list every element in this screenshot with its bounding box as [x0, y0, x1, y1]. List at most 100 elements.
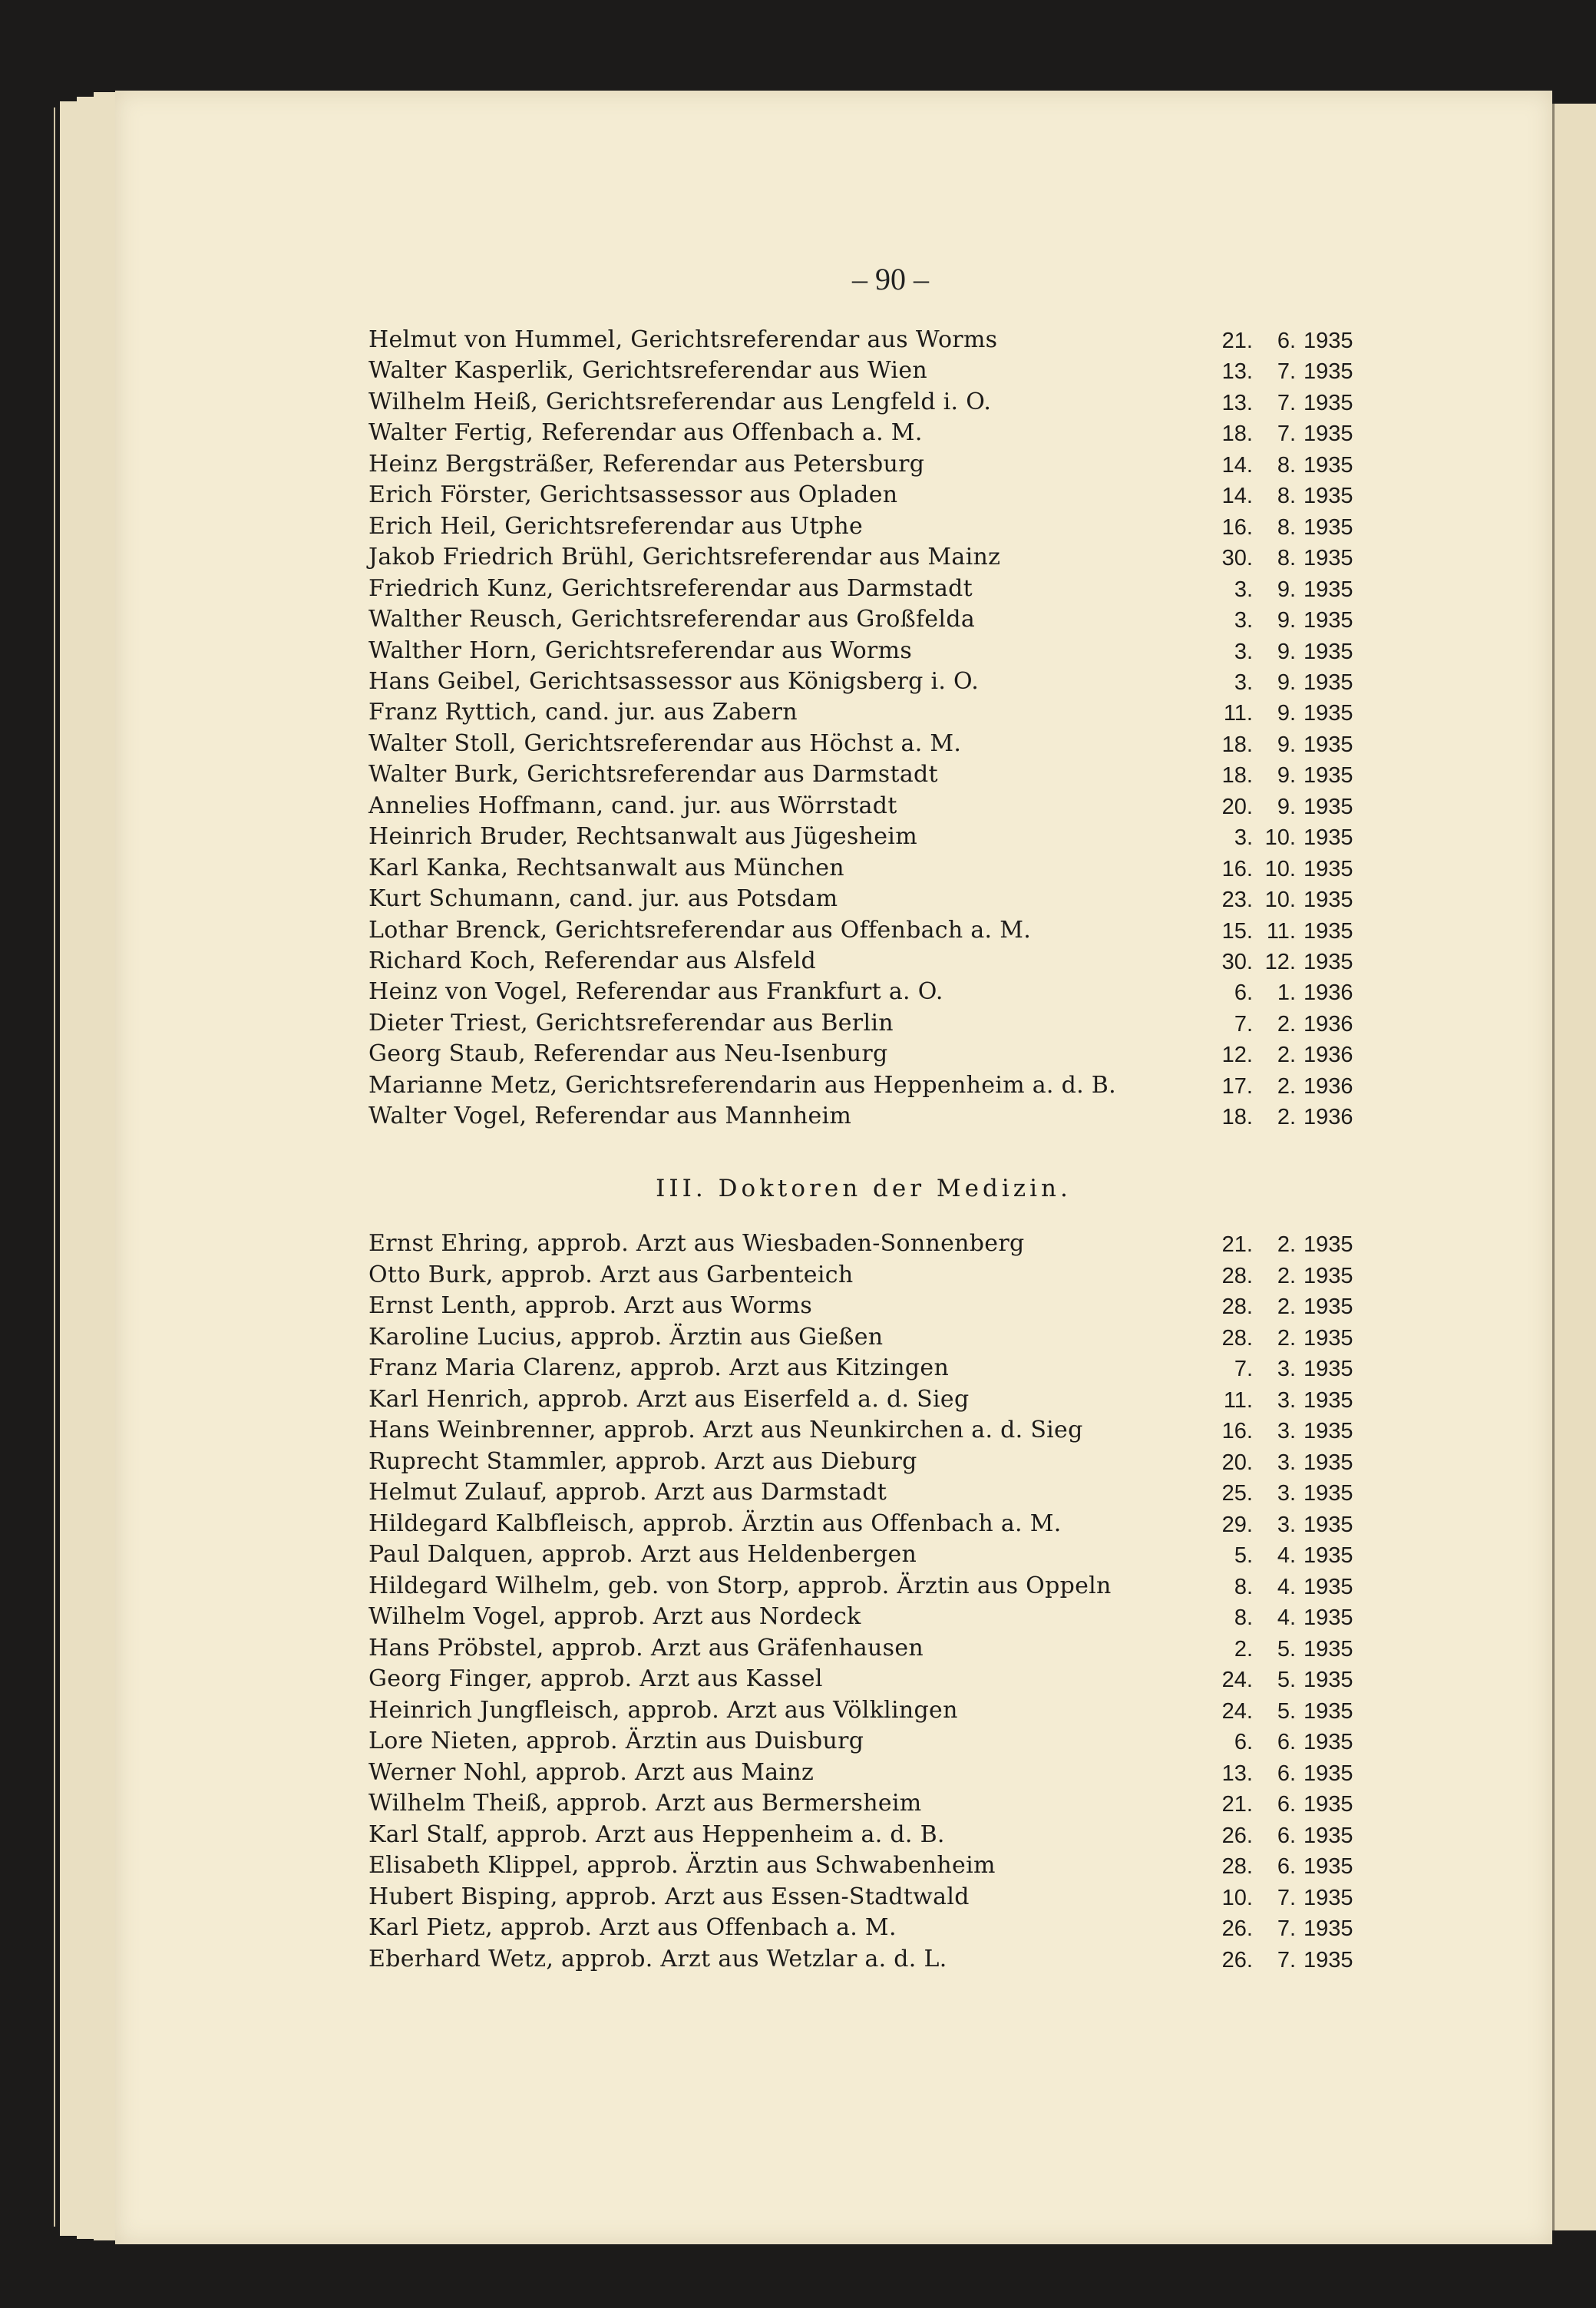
list-entry: Friedrich Kunz, Gerichtsreferendar aus D… [368, 575, 1366, 606]
date-year: 1935 [1304, 1761, 1353, 1786]
date-month: 11. [1266, 918, 1296, 944]
list-entry: Heinz Bergsträßer, Referendar aus Peters… [368, 451, 1366, 481]
list-entry: Eberhard Wetz, approb. Arzt aus Wetzlar … [368, 1946, 1366, 1976]
date-month: 2. [1277, 1232, 1296, 1257]
list-entry: Elisabeth Klippel, approb. Ärztin aus Sc… [368, 1852, 1366, 1883]
date-year: 1935 [1304, 1543, 1353, 1568]
entry-name: Ernst Ehring, approb. Arzt aus Wiesbaden… [368, 1230, 1025, 1257]
date-day: 18. [1221, 763, 1253, 789]
list-entry: Paul Dalquen, approb. Arzt aus Heldenber… [368, 1541, 1366, 1572]
list-entry: Walther Horn, Gerichtsreferendar aus Wor… [368, 637, 1366, 668]
list-entry: Georg Finger, approb. Arzt aus Kassel 24.… [368, 1665, 1366, 1696]
list-entry: Walter Stoll, Gerichtsreferendar aus Höc… [368, 730, 1366, 761]
date-month: 2. [1277, 1011, 1296, 1037]
date-month: 2. [1277, 1295, 1296, 1319]
date-month: 9. [1277, 639, 1296, 664]
date-year: 1935 [1304, 514, 1353, 540]
entry-name: Kurt Schumann, cand. jur. aus Potsdam [368, 885, 838, 913]
entry-name: Wilhelm Theiß, approb. Arzt aus Bermersh… [368, 1790, 922, 1817]
date-year: 1935 [1304, 1387, 1353, 1413]
date-day: 3. [1234, 577, 1253, 602]
date-day: 11. [1223, 701, 1253, 726]
list-entry: Helmut Zulauf, approb. Arzt aus Darmstad… [368, 1479, 1366, 1509]
entry-name: Walter Kasperlik, Gerichtsreferendar aus… [368, 357, 928, 385]
date-year: 1936 [1304, 1105, 1353, 1130]
entry-name: Elisabeth Klippel, approb. Ärztin aus Sc… [368, 1852, 996, 1879]
list-entry: Karl Kanka, Rechtsanwalt aus München 16. 1… [368, 855, 1366, 885]
date-year: 1935 [1304, 670, 1353, 695]
entry-name: Franz Maria Clarenz, approb. Arzt aus Ki… [368, 1354, 950, 1381]
date-day: 3. [1234, 639, 1253, 664]
date-day: 24. [1221, 1698, 1253, 1724]
list-entry: Richard Koch, Referendar aus Alsfeld 30. 1… [368, 947, 1366, 978]
date-year: 1935 [1304, 1419, 1353, 1443]
date-month: 2. [1277, 1043, 1296, 1068]
date-day: 13. [1221, 1761, 1253, 1786]
date-year: 1935 [1304, 608, 1353, 633]
date-month: 9. [1277, 577, 1296, 602]
date-day: 28. [1221, 1295, 1253, 1319]
list-entry: Karl Stalf, approb. Arzt aus Heppenheim … [368, 1821, 1366, 1852]
list-entry: Ernst Lenth, approb. Arzt aus Worms 28. 2.… [368, 1292, 1366, 1323]
date-year: 1935 [1304, 1295, 1353, 1319]
date-year: 1935 [1304, 763, 1353, 789]
date-year: 1935 [1304, 1232, 1353, 1257]
page-stack-edge [52, 107, 55, 2227]
date-month: 4. [1277, 1574, 1296, 1599]
date-day: 16. [1221, 856, 1253, 881]
date-month: 2. [1277, 1073, 1296, 1099]
date-year: 1935 [1304, 1885, 1353, 1910]
date-year: 1935 [1304, 1698, 1353, 1724]
date-day: 24. [1221, 1668, 1253, 1692]
date-year: 1935 [1304, 1792, 1353, 1817]
entry-name: Walter Vogel, Referendar aus Mannheim [368, 1103, 852, 1130]
date-day: 13. [1221, 359, 1253, 385]
date-year: 1935 [1304, 825, 1353, 851]
entry-name: Wilhelm Heiß, Gerichtsreferendar aus Len… [368, 388, 992, 415]
date-day: 5. [1234, 1543, 1253, 1568]
entry-name: Wilhelm Vogel, approb. Arzt aus Nordeck [368, 1603, 861, 1630]
date-day: 3. [1234, 825, 1253, 851]
date-year: 1936 [1304, 1073, 1353, 1099]
entry-name: Paul Dalquen, approb. Arzt aus Heldenber… [368, 1541, 917, 1568]
date-day: 17. [1221, 1073, 1253, 1099]
date-day: 14. [1221, 452, 1253, 478]
entry-name: Werner Nohl, approb. Arzt aus Mainz [368, 1758, 815, 1786]
date-day: 21. [1221, 1232, 1253, 1257]
entry-name: Hans Weinbrenner, approb. Arzt aus Neunk… [368, 1417, 1083, 1443]
date-year: 1936 [1304, 980, 1353, 1006]
entry-name: Dieter Triest, Gerichtsreferendar aus Be… [368, 1009, 894, 1037]
date-day: 18. [1221, 1105, 1253, 1130]
entry-name: Hans Geibel, Gerichtsassessor aus Königs… [368, 667, 980, 695]
date-year: 1935 [1304, 732, 1353, 757]
list-entry: Wilhelm Heiß, Gerichtsreferendar aus Len… [368, 389, 1366, 419]
entry-name: Walter Fertig, Referendar aus Offenbach … [368, 419, 923, 447]
entry-name: Hildegard Wilhelm, geb. von Storp, appro… [368, 1572, 1112, 1599]
list-entry: Otto Burk, approb. Arzt aus Garbenteich 2… [368, 1261, 1366, 1292]
list-entry: Marianne Metz, Gerichtsreferendarin aus … [368, 1072, 1366, 1103]
list-entry: Erich Heil, Gerichtsreferendar aus Utphe… [368, 513, 1366, 544]
date-year: 1936 [1304, 1011, 1353, 1037]
date-day: 16. [1221, 514, 1253, 540]
entry-name: Jakob Friedrich Brühl, Gerichtsreferenda… [368, 544, 1001, 571]
date-year: 1936 [1304, 1043, 1353, 1068]
date-month: 3. [1277, 1387, 1296, 1413]
date-year: 1935 [1304, 1947, 1353, 1972]
date-month: 6. [1277, 1792, 1296, 1817]
list-entry: Hildegard Kalbfleisch, approb. Ärztin au… [368, 1510, 1366, 1541]
list-entry: Franz Ryttich, cand. jur. aus Zabern 11. 9… [368, 699, 1366, 729]
section-heading: III. Doktoren der Medizin. [656, 1175, 1072, 1202]
list-entry: Lore Nieten, approb. Ärztin aus Duisburg… [368, 1728, 1366, 1758]
date-year: 1935 [1304, 329, 1353, 353]
list-entry: Werner Nohl, approb. Arzt aus Mainz 13. 6.… [368, 1759, 1366, 1790]
list-entry: Hubert Bisping, approb. Arzt aus Essen-S… [368, 1883, 1366, 1914]
date-month: 7. [1277, 422, 1296, 447]
date-year: 1935 [1304, 359, 1353, 385]
entry-name: Marianne Metz, Gerichtsreferendarin aus … [368, 1071, 1116, 1099]
date-day: 3. [1234, 608, 1253, 633]
date-year: 1935 [1304, 1574, 1353, 1599]
date-day: 7. [1234, 1011, 1253, 1037]
date-month: 7. [1277, 359, 1296, 385]
entry-name: Helmut Zulauf, approb. Arzt aus Darmstad… [368, 1479, 887, 1506]
entry-name: Annelies Hoffmann, cand. jur. aus Wörrst… [368, 792, 897, 819]
